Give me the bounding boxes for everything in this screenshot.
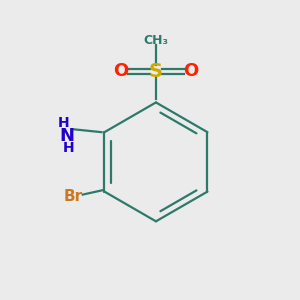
Text: O: O xyxy=(183,62,199,80)
Text: H: H xyxy=(57,116,69,130)
Text: O: O xyxy=(113,62,128,80)
Text: Br: Br xyxy=(64,189,83,204)
Text: S: S xyxy=(149,62,163,81)
Text: N: N xyxy=(59,127,74,145)
Text: CH₃: CH₃ xyxy=(143,34,168,47)
Text: H: H xyxy=(62,141,74,155)
